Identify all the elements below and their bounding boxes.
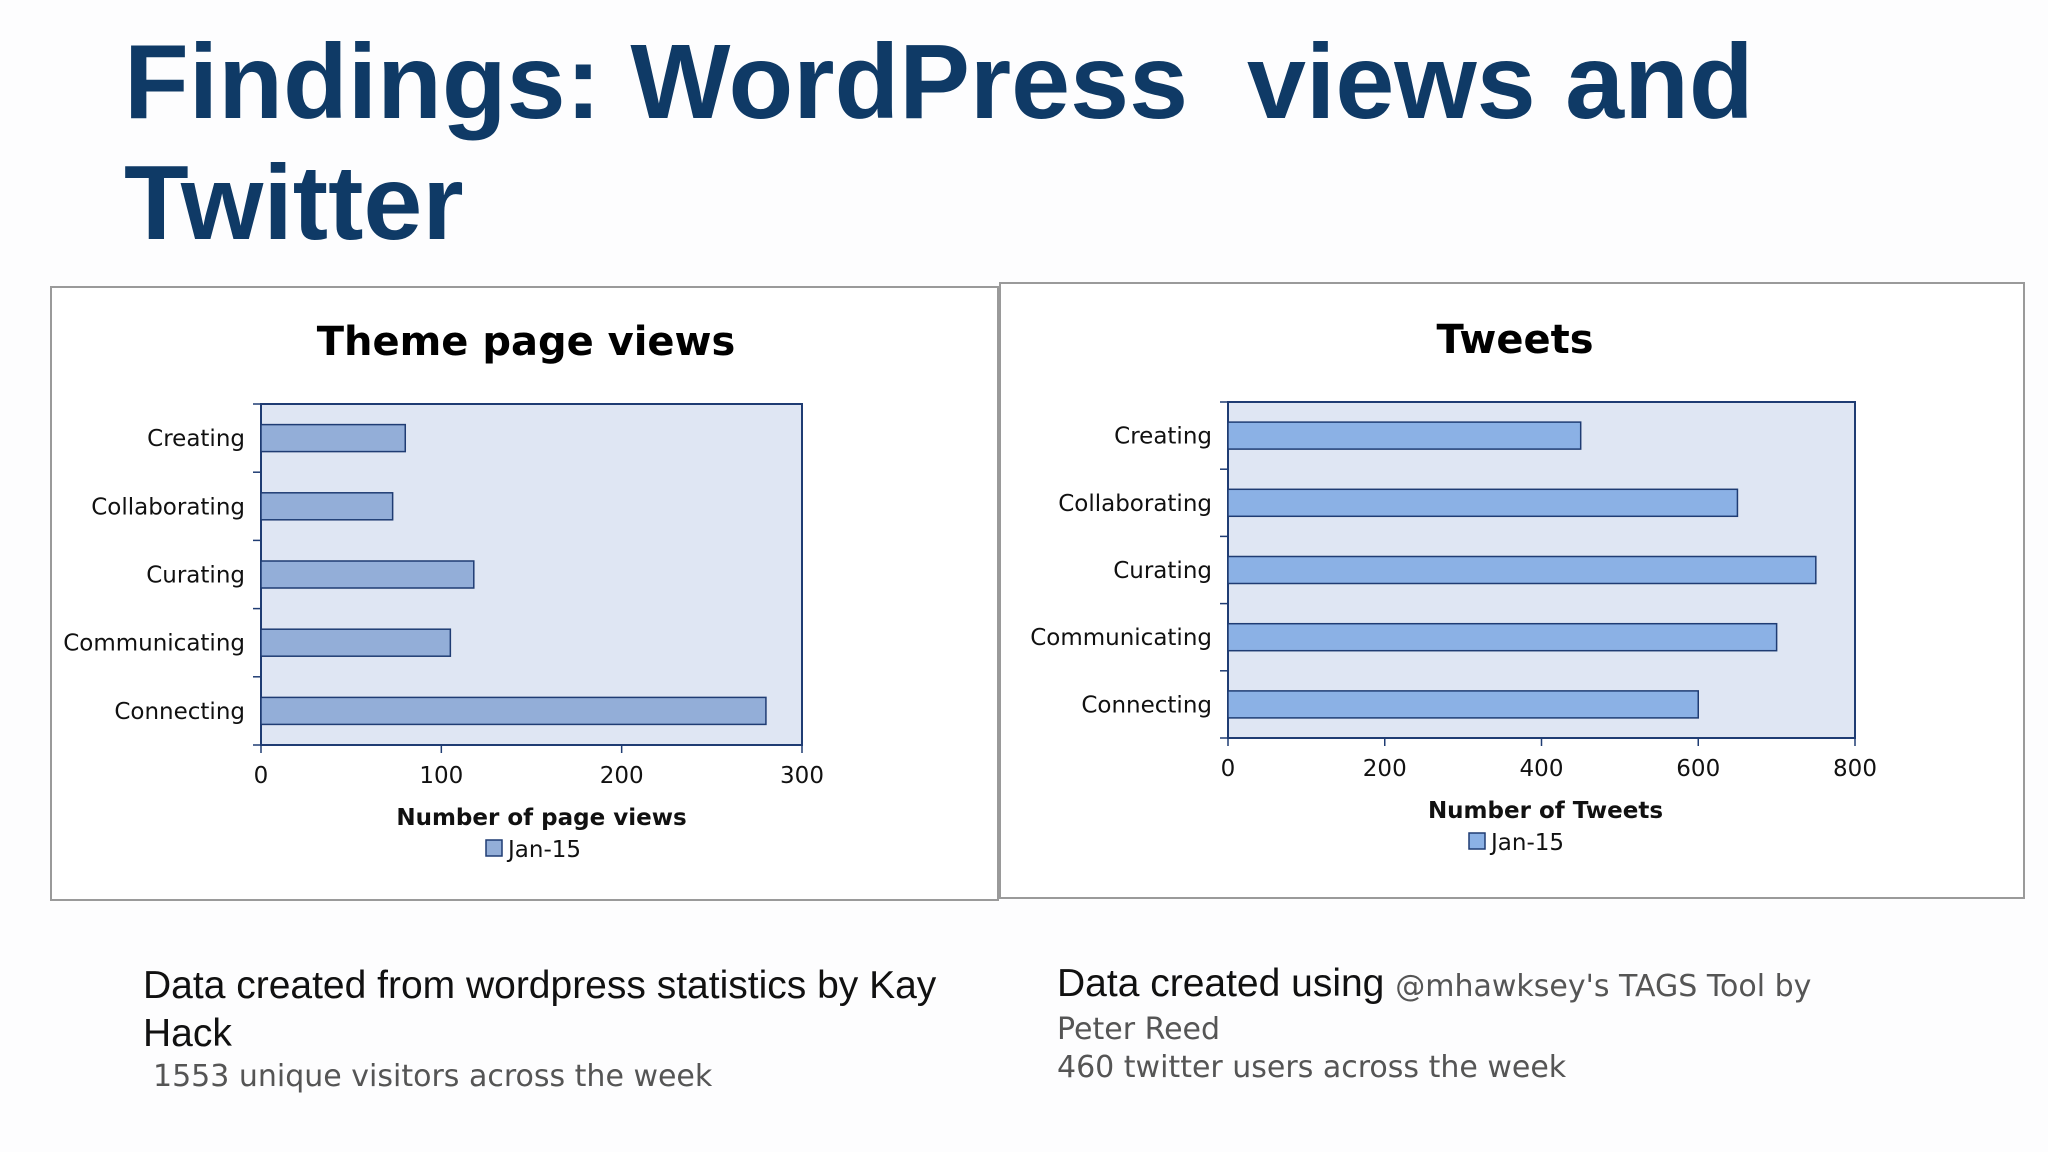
x-tick-label: 600	[1676, 756, 1720, 782]
x-axis-title: Number of Tweets	[1428, 798, 1663, 824]
bar	[1227, 622, 1778, 652]
legend-label: Jan-15	[506, 837, 581, 863]
chart-title: Theme page views	[317, 319, 736, 365]
x-tick-label: 200	[1363, 756, 1407, 782]
caption-twitter-users: 460 twitter users across the week	[1057, 1050, 1567, 1085]
x-axis-title: Number of page views	[396, 805, 686, 831]
x-tick-label: 800	[1833, 756, 1877, 782]
x-tick-label: 200	[600, 763, 644, 789]
category-label: Curating	[1113, 558, 1212, 584]
category-label: Communicating	[1030, 625, 1212, 651]
caption-twitter-source: Data created using	[1057, 962, 1385, 1005]
page-views-chart: Theme page views Creating Collaborating Cur…	[50, 286, 999, 901]
category-label: Connecting	[114, 699, 245, 725]
caption-twitter-source-line: Data created using @mhawksey's TAGS Tool…	[1057, 960, 1957, 1011]
bar	[1227, 555, 1817, 585]
slide-title: Findings: WordPress views and Twitter	[124, 23, 1784, 262]
category-label: Curating	[146, 563, 245, 589]
category-label: Collaborating	[1058, 491, 1212, 517]
category-label: Creating	[1114, 424, 1212, 450]
legend-swatch	[485, 839, 503, 857]
caption-wordpress: Data created from wordpress statistics b…	[143, 962, 943, 1096]
category-label: Connecting	[1081, 692, 1212, 718]
caption-wordpress-visitors: 1553 unique visitors across the week	[153, 1059, 713, 1094]
category-label: Communicating	[63, 631, 245, 657]
category-label: Creating	[147, 426, 245, 452]
x-tick-label: 100	[419, 763, 463, 789]
caption-twitter-tool: @mhawksey's TAGS Tool by	[1395, 969, 1812, 1004]
bar	[260, 628, 452, 657]
caption-twitter-author: Peter Reed	[1057, 1012, 1221, 1047]
bar	[1227, 488, 1739, 518]
x-tick-label: 0	[1221, 756, 1236, 782]
caption-wordpress-source: Data created from wordpress statistics b…	[143, 964, 937, 1055]
tweets-chart-svg: Tweets Creating Collaborating Curating Commu…	[1030, 317, 1877, 856]
bar	[260, 696, 767, 726]
bar	[1227, 690, 1699, 719]
legend-swatch	[1468, 832, 1486, 850]
legend-label: Jan-15	[1489, 830, 1564, 856]
chart-title: Tweets	[1436, 317, 1593, 363]
bar	[260, 492, 394, 521]
x-tick-label: 300	[780, 763, 824, 789]
bar	[260, 423, 407, 453]
x-tick-label: 400	[1520, 756, 1564, 782]
x-tick-label: 0	[254, 763, 269, 789]
caption-twitter: Data created using @mhawksey's TAGS Tool…	[1057, 960, 1957, 1087]
bar	[1227, 421, 1582, 450]
bar	[260, 560, 475, 589]
tweets-chart: Tweets Creating Collaborating Curating Commu…	[999, 282, 2025, 899]
category-label: Collaborating	[91, 494, 245, 520]
page-views-chart-svg: Theme page views Creating Collaborating Cur…	[63, 319, 824, 863]
